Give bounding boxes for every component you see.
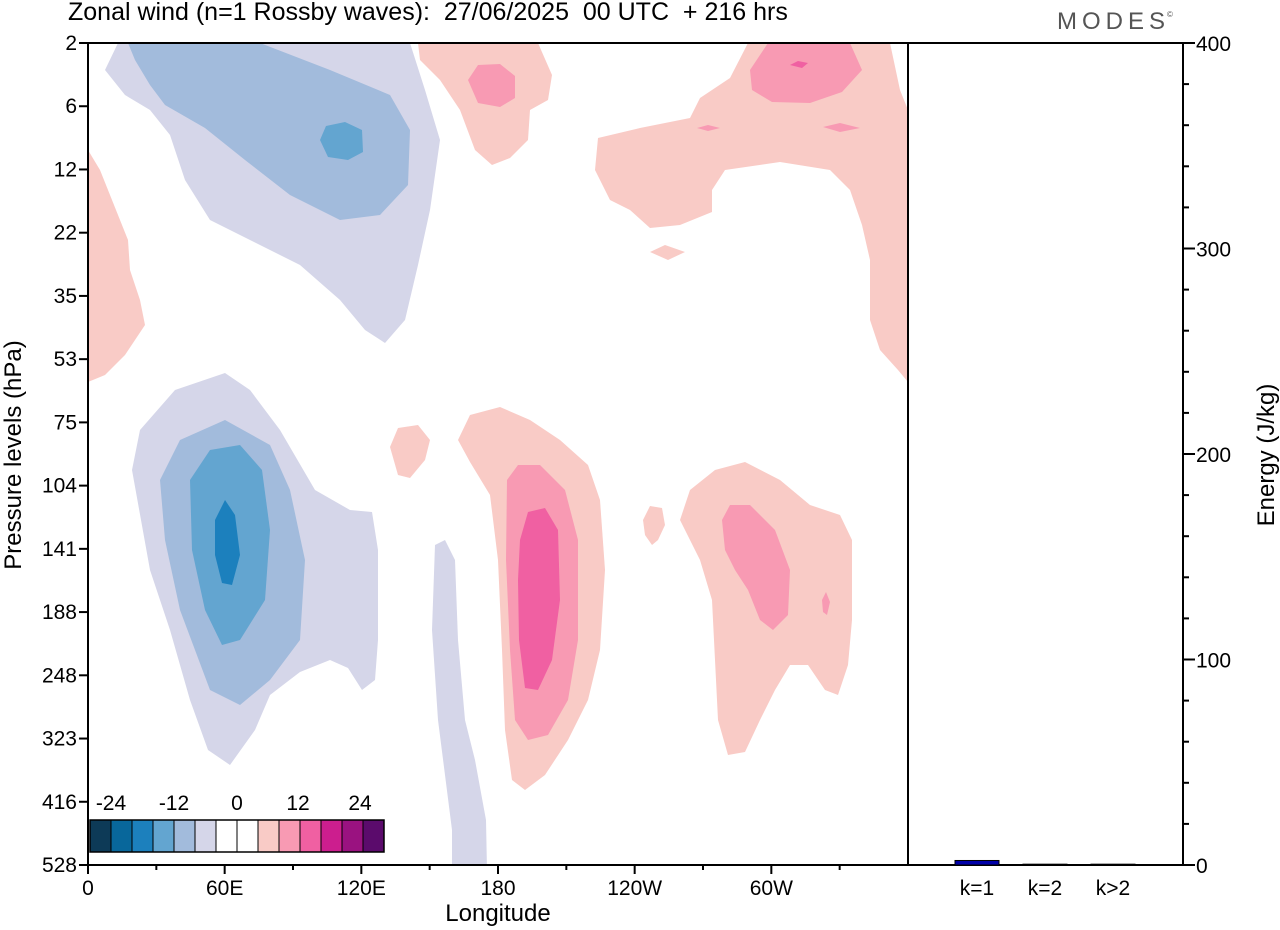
contour-pos-small-c	[650, 245, 685, 260]
energy-tick-label: 200	[1196, 444, 1231, 467]
colorbar-frame	[89, 819, 385, 853]
bar-category-label: k=2	[1028, 877, 1062, 900]
energy-bar-k>2	[1090, 863, 1136, 866]
contour-neg-upper-l2	[128, 43, 410, 220]
y-tick-label: 53	[54, 348, 77, 371]
colorbar-label: 0	[231, 792, 243, 815]
contour-pos-blob-a	[390, 425, 430, 478]
colorbar-swatch	[131, 819, 154, 853]
contour-pos-east-l3	[822, 592, 830, 615]
colorbar-swatch	[341, 819, 364, 853]
y-tick-label: 104	[42, 475, 77, 498]
colorbar-label: 24	[348, 792, 372, 815]
energy-tick-label: 0	[1196, 855, 1208, 878]
energy-tick-label: 300	[1196, 239, 1231, 262]
y-tick-label: 6	[65, 95, 77, 118]
contour-pos-mid-l3	[518, 508, 560, 690]
contour-pos-west	[88, 150, 145, 382]
colorbar: -24 -12 0 12 24	[88, 785, 386, 865]
contour-neg-tongue	[432, 540, 487, 865]
colorbar-label: 12	[286, 792, 309, 815]
x-tick-label: 60E	[206, 877, 243, 900]
y-tick-label: 416	[42, 791, 77, 814]
energy-tick-label: 400	[1196, 33, 1231, 56]
energy-axis: 0 100 200 300 400	[1183, 33, 1231, 878]
x-tick-label: 120W	[607, 877, 662, 900]
brand-name: MODES	[1057, 8, 1171, 35]
y-tick-label: 35	[54, 285, 77, 308]
chart-title: Zonal wind (n=1 Rossby waves): 27/06/202…	[68, 0, 788, 26]
contour-pos-east-l2	[722, 505, 790, 630]
colorbar-swatch	[194, 819, 217, 853]
colorbar-swatch	[215, 819, 238, 853]
contour-pos-small-a	[697, 125, 720, 131]
energy-bar-k=1	[954, 859, 1000, 866]
colorbar-swatch	[320, 819, 343, 853]
pressure-axis: 2 6 12 22 35 53 75 104 141 188 248 323 416 528	[42, 32, 88, 877]
colorbar-swatch	[278, 819, 301, 853]
colorbar-swatch	[257, 819, 280, 853]
contour-pos-topright-l1	[595, 43, 908, 382]
y-axis-label: Pressure levels (hPa)	[0, 340, 27, 569]
colorbar-swatch	[299, 819, 322, 853]
contour-neg-upper-l3	[320, 122, 363, 160]
x-tick-label: 60W	[750, 877, 793, 900]
contour-pos-topright-l3	[790, 61, 808, 68]
contour-neg-lower-l4	[215, 500, 240, 585]
contour-pos-topright-l2	[750, 43, 862, 103]
contour-field	[88, 43, 908, 865]
x-tick-label: 180	[480, 877, 515, 900]
y-tick-label: 528	[42, 854, 77, 877]
brand-mark: ©	[1167, 10, 1173, 19]
energy-tick-label: 100	[1196, 650, 1231, 673]
y-tick-label: 75	[54, 411, 77, 434]
contour-pos-small-b	[823, 123, 860, 132]
x-tick-label: 0	[82, 877, 94, 900]
y-tick-label: 248	[42, 664, 77, 687]
energy-axis-label: Energy (J/kg)	[1253, 384, 1280, 527]
y-tick-label: 141	[42, 538, 77, 561]
colorbar-swatch	[236, 819, 259, 853]
colorbar-swatch	[152, 819, 175, 853]
brand-logo: MODES©	[1057, 8, 1176, 36]
colorbar-swatch	[89, 819, 112, 853]
y-tick-label: 12	[54, 158, 77, 181]
colorbar-swatch	[362, 819, 385, 853]
x-tick-label: 120E	[337, 877, 386, 900]
y-tick-label: 323	[42, 728, 77, 751]
bar-panel-frame	[907, 42, 1184, 866]
y-tick-label: 22	[54, 222, 77, 245]
contour-pos-blob-b	[643, 506, 665, 545]
longitude-axis: 0 60E 120E 180 120W 60W	[82, 865, 841, 900]
contour-pos-top-l2	[468, 64, 515, 107]
x-axis-label: Longitude	[445, 900, 550, 927]
energy-bar-k=2	[1022, 863, 1068, 866]
bar-category-label: k=1	[960, 877, 994, 900]
colorbar-label: -24	[96, 792, 127, 815]
colorbar-swatch	[110, 819, 133, 853]
colorbar-label: -12	[159, 792, 189, 815]
energy-bars: k=1 k=2 k>2	[954, 859, 1136, 900]
colorbar-swatch	[173, 819, 196, 853]
bar-category-label: k>2	[1096, 877, 1130, 900]
y-tick-label: 188	[42, 601, 77, 624]
y-tick-label: 2	[65, 32, 77, 55]
